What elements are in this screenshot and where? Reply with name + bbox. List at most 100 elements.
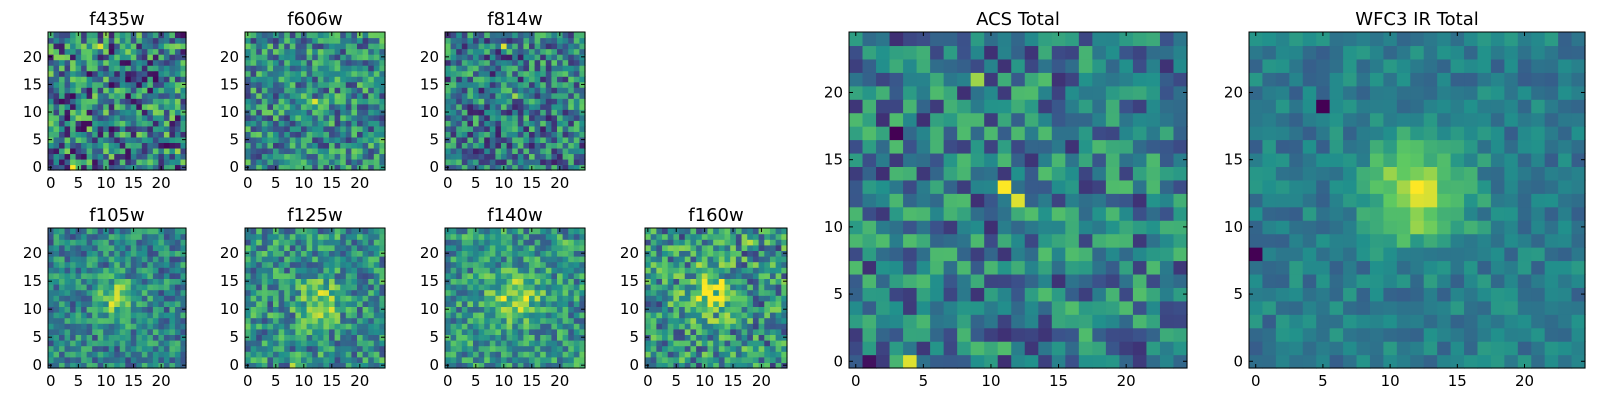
heatmap-cell [267, 300, 274, 307]
heatmap-cell [769, 312, 777, 319]
heatmap-cell [278, 109, 285, 116]
heatmap-cell [340, 295, 347, 302]
heatmap-cell [86, 81, 93, 88]
heatmap-cell [362, 239, 369, 246]
heatmap-cell [501, 142, 508, 149]
heatmap-cell [97, 158, 104, 166]
x-tick-label: 0 [46, 174, 56, 192]
heatmap-cell [540, 59, 547, 66]
heatmap-cell [1011, 314, 1026, 329]
heatmap-cell [340, 76, 347, 83]
heatmap-cell [662, 328, 669, 335]
heatmap-cell [473, 153, 480, 160]
heatmap-cell [334, 48, 341, 55]
heatmap-cell [1119, 300, 1134, 315]
heatmap-cell [1051, 247, 1066, 262]
heatmap-cell [758, 256, 765, 263]
heatmap-cell [903, 193, 918, 208]
heatmap-cell [701, 356, 709, 363]
heatmap-cell [650, 244, 657, 251]
heatmap-cell [645, 312, 652, 319]
heatmap-cell [317, 81, 324, 88]
heatmap-cell [735, 312, 743, 319]
heatmap-cell [53, 261, 60, 268]
heatmap-cell [701, 256, 709, 263]
heatmap-cell [119, 362, 126, 369]
heatmap-cell [289, 131, 296, 138]
heatmap-cell [53, 312, 60, 319]
heatmap-cell [345, 81, 352, 88]
heatmap-cell [70, 289, 77, 296]
heatmap-cell [379, 43, 386, 50]
heatmap-cell [312, 334, 319, 341]
heatmap-cell [970, 193, 985, 208]
heatmap-cell [1011, 193, 1026, 208]
heatmap-cell [256, 228, 263, 235]
heatmap-cell [484, 256, 491, 263]
heatmap-cell [512, 362, 519, 369]
heatmap-cell [323, 81, 330, 88]
heatmap-cell [764, 334, 771, 341]
heatmap-cell [562, 109, 569, 116]
heatmap-cell [312, 272, 319, 279]
heatmap-cell [334, 289, 341, 296]
heatmap-cell [53, 295, 60, 302]
heatmap-cell [467, 289, 474, 296]
heatmap-cell [301, 356, 308, 363]
y-tick-label: 20 [620, 244, 639, 262]
heatmap-cell [769, 295, 777, 302]
heatmap-cell [351, 76, 358, 83]
heatmap-cell [158, 312, 165, 319]
heatmap-cell [345, 158, 352, 166]
heatmap-cell [317, 261, 324, 268]
heatmap-cell [775, 328, 782, 335]
heatmap-cell [506, 278, 513, 285]
heatmap-cell [478, 147, 485, 155]
heatmap-cell [357, 300, 364, 307]
heatmap-cell [735, 228, 743, 235]
heatmap-cell [114, 125, 121, 132]
heatmap-cell [540, 120, 547, 127]
heatmap-cell [551, 59, 558, 66]
heatmap-cell [373, 87, 380, 94]
panel-title: f160w [688, 205, 743, 226]
heatmap-cell [662, 261, 669, 268]
heatmap-cell [169, 147, 176, 155]
heatmap-cell [656, 356, 663, 363]
heatmap-cell [684, 289, 692, 296]
heatmap-cell [579, 312, 586, 319]
heatmap-cell [334, 54, 341, 61]
heatmap-cell [495, 32, 502, 39]
heatmap-cell [340, 317, 347, 324]
heatmap-cell [125, 125, 132, 132]
heatmap-cell [673, 267, 680, 274]
heatmap-cell [562, 32, 569, 39]
heatmap-cell [984, 179, 999, 194]
heatmap-cell [340, 147, 347, 155]
heatmap-cell [267, 48, 274, 55]
heatmap-cell [323, 65, 330, 72]
heatmap-cell [301, 300, 308, 307]
heatmap-cell [48, 114, 55, 121]
heatmap-cell [53, 244, 60, 251]
heatmap-cell [323, 244, 330, 251]
heatmap-cell [130, 267, 137, 274]
heatmap-cell [119, 59, 126, 66]
heatmap-cell [690, 244, 697, 251]
heatmap-cell [267, 284, 274, 291]
heatmap-cell [534, 267, 541, 274]
heatmap-cell [373, 76, 380, 83]
heatmap-cell [256, 312, 263, 319]
heatmap-cell [1011, 273, 1026, 288]
heatmap-cell [312, 103, 319, 110]
heatmap-cell [180, 284, 187, 291]
heatmap-cell [284, 356, 291, 363]
heatmap-cell [357, 334, 364, 341]
heatmap-cell [764, 233, 771, 240]
heatmap-cell [916, 327, 931, 342]
x-tick-label: 5 [271, 372, 281, 390]
heatmap-cell [445, 120, 452, 127]
heatmap-cell [125, 300, 132, 307]
